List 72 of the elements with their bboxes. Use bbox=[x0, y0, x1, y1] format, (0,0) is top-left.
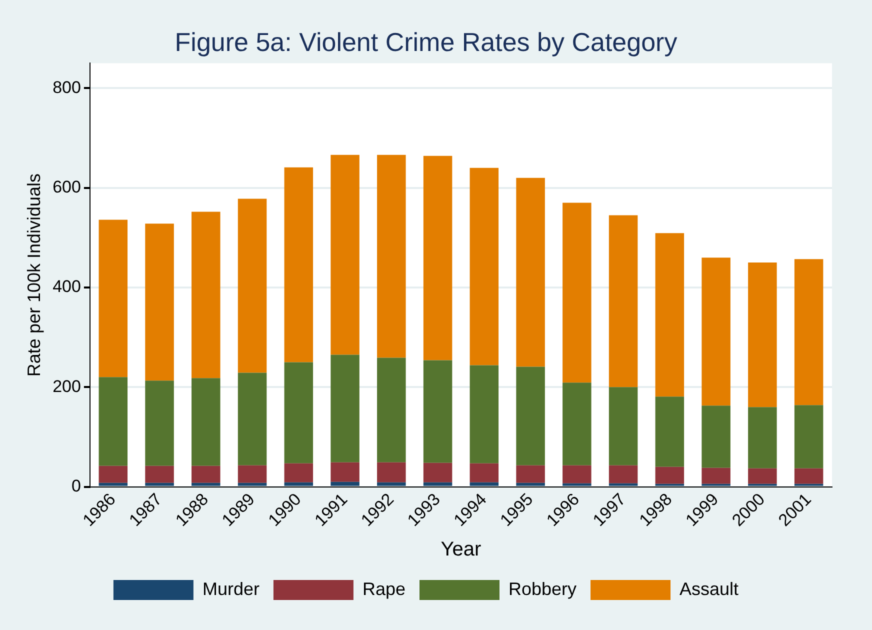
bar bbox=[516, 465, 545, 483]
bar bbox=[748, 407, 777, 468]
bar bbox=[562, 382, 592, 466]
bar bbox=[145, 380, 174, 466]
bar bbox=[655, 396, 684, 467]
bar bbox=[330, 354, 360, 462]
bar bbox=[238, 465, 267, 483]
bar bbox=[377, 154, 406, 358]
bar bbox=[516, 366, 545, 466]
bar bbox=[284, 482, 314, 486]
bar bbox=[702, 258, 730, 406]
bar bbox=[423, 360, 452, 463]
bar bbox=[794, 405, 824, 468]
bar bbox=[748, 468, 777, 484]
bar bbox=[192, 212, 220, 378]
x-axis-title: Year bbox=[440, 538, 482, 561]
bar bbox=[423, 156, 452, 360]
bar bbox=[238, 372, 267, 466]
legend-label: Assault bbox=[680, 578, 739, 599]
bar bbox=[702, 468, 730, 484]
bar bbox=[748, 262, 777, 408]
bar bbox=[377, 358, 406, 462]
bar bbox=[98, 466, 128, 483]
y-tick-label: 0 bbox=[71, 476, 81, 496]
y-tick-label: 200 bbox=[52, 376, 81, 396]
bar bbox=[192, 482, 220, 486]
bar bbox=[562, 465, 592, 484]
bar bbox=[470, 463, 499, 482]
bar bbox=[423, 462, 452, 482]
bar bbox=[655, 233, 684, 397]
bar bbox=[608, 387, 638, 466]
bar bbox=[470, 365, 499, 464]
legend-label: Robbery bbox=[508, 578, 577, 599]
bar bbox=[655, 466, 684, 484]
bar bbox=[330, 154, 360, 355]
bar bbox=[238, 198, 267, 373]
bar bbox=[608, 465, 638, 484]
bar bbox=[98, 482, 128, 486]
bar bbox=[470, 168, 499, 366]
y-axis-title: Rate per 100k Individuals bbox=[24, 173, 44, 377]
legend-label: Murder bbox=[202, 578, 260, 599]
bar bbox=[284, 362, 314, 464]
bar bbox=[794, 259, 824, 406]
bar bbox=[702, 406, 730, 468]
bar bbox=[377, 462, 406, 482]
bar bbox=[145, 482, 174, 486]
bar bbox=[330, 462, 360, 482]
bar bbox=[192, 466, 220, 483]
bar bbox=[608, 215, 638, 388]
y-tick-label: 600 bbox=[52, 177, 81, 196]
bar bbox=[145, 466, 174, 483]
y-tick-label: 800 bbox=[52, 78, 81, 97]
bar bbox=[562, 483, 592, 486]
legend-label: Rape bbox=[362, 578, 406, 599]
bar bbox=[562, 202, 592, 383]
bar bbox=[145, 224, 174, 381]
y-tick-label: 400 bbox=[52, 277, 81, 296]
bar bbox=[516, 178, 545, 367]
bar bbox=[98, 220, 128, 378]
bar bbox=[98, 377, 128, 466]
bar bbox=[238, 482, 267, 486]
bar bbox=[470, 482, 499, 486]
bar bbox=[516, 482, 545, 486]
bar bbox=[608, 483, 638, 486]
bar bbox=[192, 378, 220, 466]
bar bbox=[794, 468, 824, 484]
chart-title: Figure 5a: Violent Crime Rates by Category bbox=[174, 26, 678, 57]
bar bbox=[284, 463, 314, 482]
bar bbox=[284, 167, 314, 362]
bar bbox=[377, 482, 406, 486]
bar bbox=[423, 482, 452, 486]
bar bbox=[330, 482, 360, 486]
